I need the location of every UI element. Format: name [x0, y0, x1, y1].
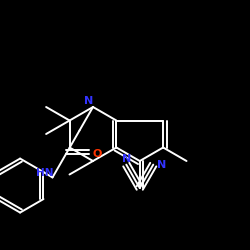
Text: N: N [122, 154, 131, 164]
Text: HN: HN [36, 168, 53, 178]
Text: O: O [93, 149, 102, 159]
Text: N: N [157, 160, 166, 170]
Text: N: N [84, 96, 94, 106]
